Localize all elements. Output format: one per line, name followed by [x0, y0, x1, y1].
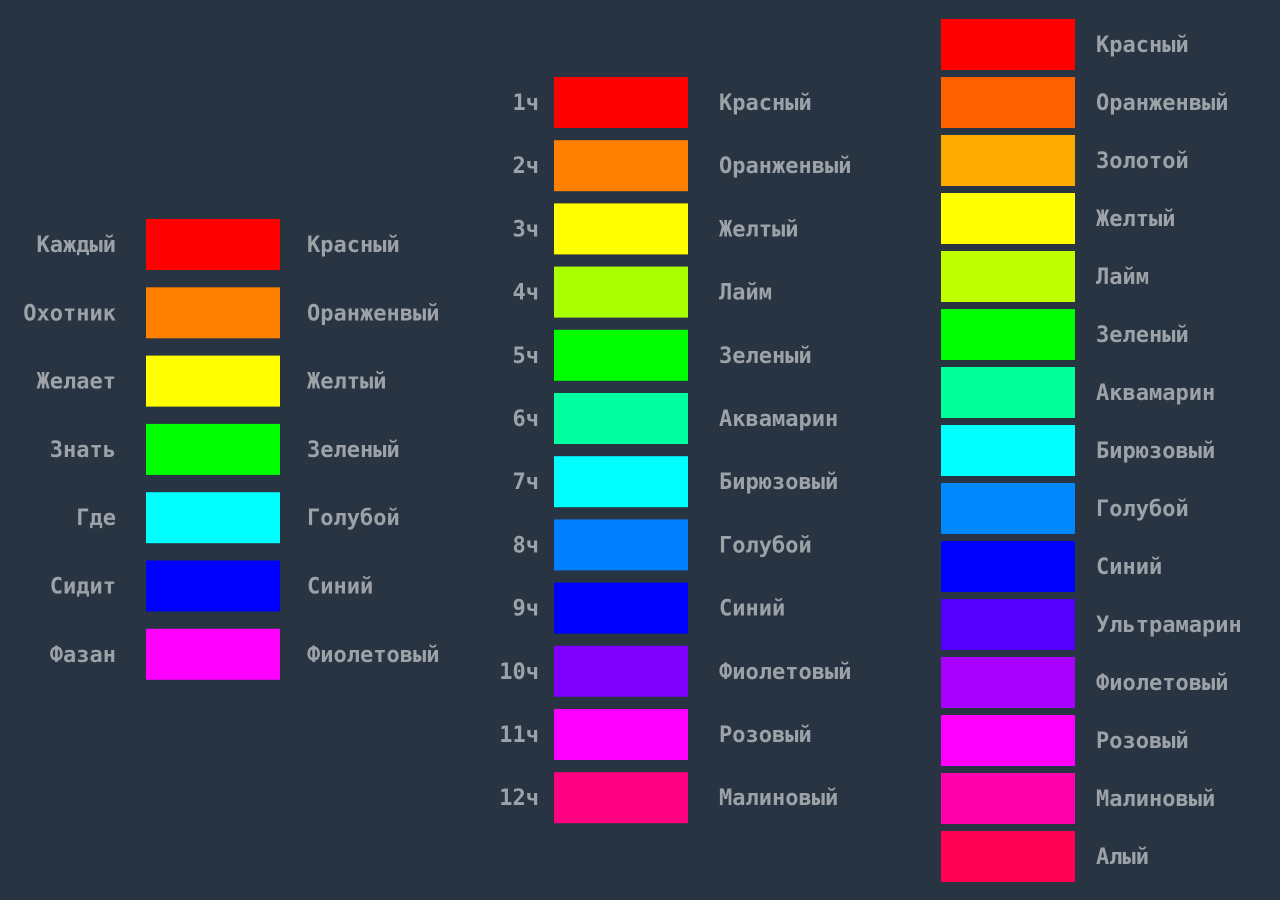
color-name: Бирюзовый — [719, 470, 838, 495]
color-name: Розовый — [1096, 729, 1189, 754]
color-swatch — [146, 560, 280, 612]
color-swatch — [554, 456, 688, 508]
color-name: Золотой — [1096, 149, 1189, 174]
row-label: Знать — [50, 438, 116, 463]
color-swatch — [146, 355, 280, 407]
color-swatch — [554, 709, 688, 760]
row-label: Охотник — [23, 301, 116, 326]
color-name: Розовый — [719, 723, 812, 748]
color-name: Желтый — [719, 217, 798, 242]
color-swatch — [554, 140, 688, 192]
color-swatch — [941, 483, 1075, 534]
color-name: Лайм — [1096, 265, 1149, 290]
color-name: Зеленый — [307, 438, 400, 463]
row-label: Где — [76, 506, 116, 531]
color-swatch — [941, 77, 1075, 128]
color-swatch — [554, 203, 688, 255]
color-swatch — [554, 393, 688, 444]
row-label: 1ч — [513, 91, 540, 116]
color-name: Аквамарин — [1096, 381, 1215, 406]
color-name: Лайм — [719, 281, 772, 306]
color-swatch — [554, 519, 688, 571]
color-swatch — [554, 582, 688, 634]
row-label: 6ч — [513, 407, 540, 432]
color-swatch — [554, 645, 688, 697]
row-label: 4ч — [513, 281, 540, 306]
color-swatch — [554, 772, 688, 824]
color-swatch — [146, 219, 280, 270]
color-name: Синий — [1096, 555, 1162, 580]
color-swatch — [941, 251, 1075, 302]
row-label: 10ч — [499, 660, 539, 685]
color-name: Синий — [307, 575, 373, 600]
color-swatch — [941, 541, 1075, 592]
color-swatch — [941, 19, 1075, 70]
row-label: Фазан — [50, 643, 116, 668]
color-swatch — [941, 135, 1075, 186]
color-swatch — [941, 367, 1075, 418]
color-name: Малиновый — [1096, 787, 1215, 812]
color-name: Оранженвый — [1096, 91, 1228, 116]
color-swatch — [941, 657, 1075, 708]
color-swatch — [941, 425, 1075, 476]
color-name: Малиновый — [719, 786, 838, 811]
color-name: Синий — [719, 597, 785, 622]
color-swatch — [146, 287, 280, 339]
color-name: Голубой — [719, 533, 812, 558]
row-label: 11ч — [499, 723, 539, 748]
color-name: Бирюзовый — [1096, 439, 1215, 464]
color-swatch — [554, 77, 688, 128]
color-name: Красный — [1096, 33, 1189, 58]
color-swatch — [941, 599, 1075, 650]
color-name: Фиолетовый — [307, 643, 439, 668]
row-label: 3ч — [513, 217, 540, 242]
color-name: Красный — [307, 233, 400, 258]
row-label: 8ч — [513, 533, 540, 558]
color-swatch — [941, 773, 1075, 824]
color-name: Голубой — [307, 506, 400, 531]
row-label: Каждый — [37, 233, 116, 258]
color-swatch — [146, 492, 280, 544]
color-swatch — [941, 309, 1075, 360]
color-name: Голубой — [1096, 497, 1189, 522]
color-name: Аквамарин — [719, 407, 838, 432]
color-swatch — [941, 831, 1075, 882]
color-name: Красный — [719, 91, 812, 116]
color-name: Ультрамарин — [1096, 613, 1242, 638]
color-swatch — [146, 628, 280, 680]
row-label: Сидит — [50, 575, 116, 600]
color-name: Алый — [1096, 845, 1149, 870]
row-label: 9ч — [513, 597, 540, 622]
row-label: 2ч — [513, 154, 540, 179]
color-name: Желтый — [1096, 207, 1175, 232]
color-swatch — [941, 715, 1075, 766]
color-swatch — [554, 329, 688, 381]
color-name: Желтый — [307, 370, 386, 395]
color-name: Оранженвый — [307, 301, 439, 326]
color-name: Зеленый — [719, 344, 812, 369]
color-name: Фиолетовый — [1096, 671, 1228, 696]
color-swatch — [146, 423, 280, 475]
color-swatch — [554, 266, 688, 318]
color-name: Фиолетовый — [719, 660, 851, 685]
row-label: 12ч — [499, 786, 539, 811]
color-swatch — [941, 193, 1075, 244]
color-name: Оранженвый — [719, 154, 851, 179]
row-label: 7ч — [513, 470, 540, 495]
row-label: 5ч — [513, 344, 540, 369]
row-label: Желает — [37, 370, 116, 395]
color-name: Зеленый — [1096, 323, 1189, 348]
